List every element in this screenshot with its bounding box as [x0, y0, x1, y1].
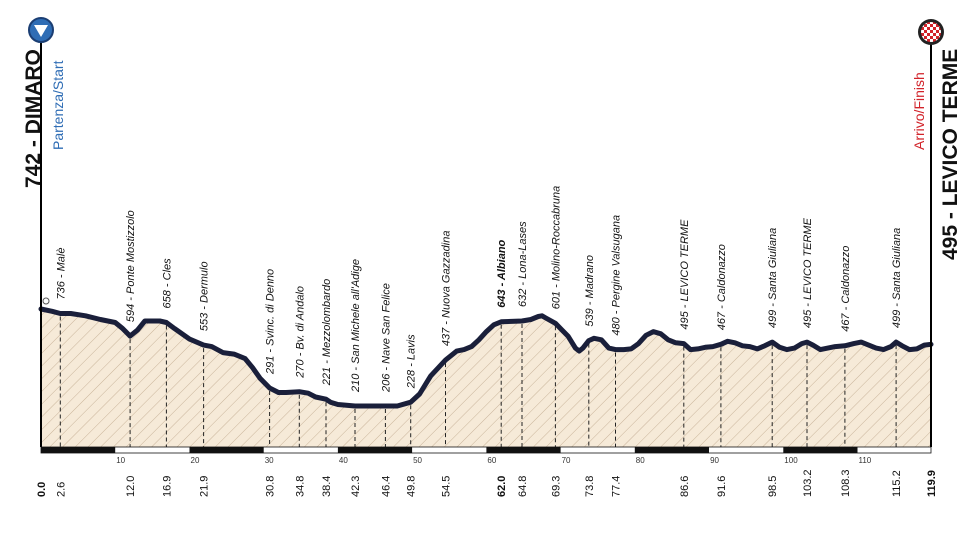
- distance-tick: 20: [191, 456, 200, 465]
- finish-title: 495 - LEVICO TERME: [939, 49, 960, 260]
- waypoint-km: 62.0: [496, 476, 508, 497]
- waypoint-label: 437 - Nuova Gazzadina: [441, 231, 453, 347]
- waypoint-label: 658 - Cles: [161, 258, 173, 309]
- distance-tick: 80: [636, 456, 645, 465]
- waypoint-km: 91.6: [716, 476, 728, 497]
- waypoint-km: 54.5: [441, 476, 453, 497]
- waypoint-label: 495 - LEVICO TERME: [802, 217, 814, 328]
- waypoint-label: 228 - Lavis: [406, 334, 418, 389]
- waypoint-km: 73.8: [584, 476, 596, 497]
- waypoint-km: 98.5: [767, 476, 779, 497]
- distance-tick: 70: [562, 456, 571, 465]
- waypoint-label: 480 - Pergine Valsugana: [611, 215, 623, 336]
- waypoint-label: 499 - Santa Giuliana: [891, 228, 903, 328]
- waypoint-km: 34.8: [294, 476, 306, 497]
- start-title: 742 - DIMARO: [22, 49, 45, 188]
- distance-tick: 10: [116, 456, 125, 465]
- waypoint-label: 499 - Santa Giuliana: [767, 228, 779, 328]
- axis-segment: [189, 447, 264, 453]
- waypoint-label: 291 - Svinc. di Denno: [265, 269, 277, 375]
- waypoint-label: 594 - Ponte Mostizzolo: [125, 210, 137, 322]
- distance-tick: 110: [859, 456, 872, 465]
- start-point-marker: [42, 297, 50, 305]
- distance-tick: 60: [487, 456, 496, 465]
- axis-segment: [337, 447, 413, 453]
- waypoint-label: 736 - Malè: [55, 248, 67, 300]
- distance-tick: 90: [710, 456, 719, 465]
- waypoint-labels: 736 - Malè 594 - Ponte Mostizzolo 658 - Cl…: [42, 186, 903, 393]
- waypoint-km: 86.6: [679, 476, 691, 497]
- finish-label: Arrivo/Finish: [911, 72, 927, 150]
- waypoint-km: 77.4: [611, 476, 623, 497]
- waypoint-km: 46.4: [380, 476, 392, 497]
- waypoint-label: 210 - San Michele all'Adige: [350, 259, 362, 393]
- waypoint-km: 64.8: [517, 476, 529, 497]
- waypoint-label: 553 - Dermulo: [199, 261, 211, 331]
- waypoint-km: 12.0: [125, 476, 137, 497]
- axis-segment: [41, 447, 116, 453]
- distance-axis-segments: [41, 447, 858, 453]
- distance-tick: 40: [339, 456, 348, 465]
- waypoint-km: 38.4: [321, 476, 333, 497]
- waypoint-label: 539 - Madrano: [584, 255, 596, 327]
- axis-segment: [634, 447, 709, 453]
- elevation-line: [38, 306, 934, 409]
- waypoint-km: 30.8: [265, 476, 277, 497]
- waypoint-km: 16.9: [161, 476, 173, 497]
- start-arrow-icon: [28, 17, 54, 43]
- waypoint-label: 467 - Caldonazzo: [716, 244, 728, 330]
- waypoint-drop-lines: [59, 316, 897, 447]
- axis-segment: [486, 447, 561, 453]
- waypoint-km: 2.6: [55, 482, 67, 497]
- axis-segment: [783, 447, 858, 453]
- distance-tick: 30: [265, 456, 274, 465]
- waypoint-km: 69.3: [550, 476, 562, 497]
- waypoint-km: 103.2: [802, 469, 814, 497]
- elevation-area: [41, 309, 931, 447]
- waypoint-km: 42.3: [350, 476, 362, 497]
- waypoint-km: 108.3: [840, 469, 852, 497]
- waypoint-km: 115.2: [891, 470, 903, 497]
- waypoint-label: 206 - Nave San Felice: [380, 283, 392, 393]
- distance-tick: 100: [784, 456, 798, 465]
- waypoint-km: 49.8: [406, 476, 418, 497]
- waypoint-km: 21.9: [199, 476, 211, 497]
- waypoint-label: 643 - Albiano: [496, 239, 508, 307]
- waypoint-label: 495 - LEVICO TERME: [679, 219, 691, 330]
- waypoint-label: 221 - Mezzolombardo: [321, 279, 333, 386]
- distance-tick: 50: [413, 456, 422, 465]
- waypoint-label: 467 - Caldonazzo: [840, 246, 852, 332]
- waypoint-km-labels: 0.0 2.6 12.0 16.9 21.9 30.8 34.8 38.4 42.3 46.4 49…: [36, 469, 938, 497]
- waypoint-label: 632 - Lona-Lases: [517, 221, 529, 307]
- waypoint-label: 270 - Bv. di Andalo: [294, 286, 306, 379]
- waypoint-label: 601 - Molino-Roccabruna: [550, 186, 562, 310]
- waypoint-km: 0.0: [36, 482, 48, 497]
- checkered-flag-icon: [918, 19, 944, 45]
- start-label: Partenza/Start: [50, 60, 66, 150]
- distance-tick-labels: 10 20 30 40 50 60 70 80 90 100 110: [116, 456, 872, 465]
- waypoint-km: 119.9: [926, 470, 938, 497]
